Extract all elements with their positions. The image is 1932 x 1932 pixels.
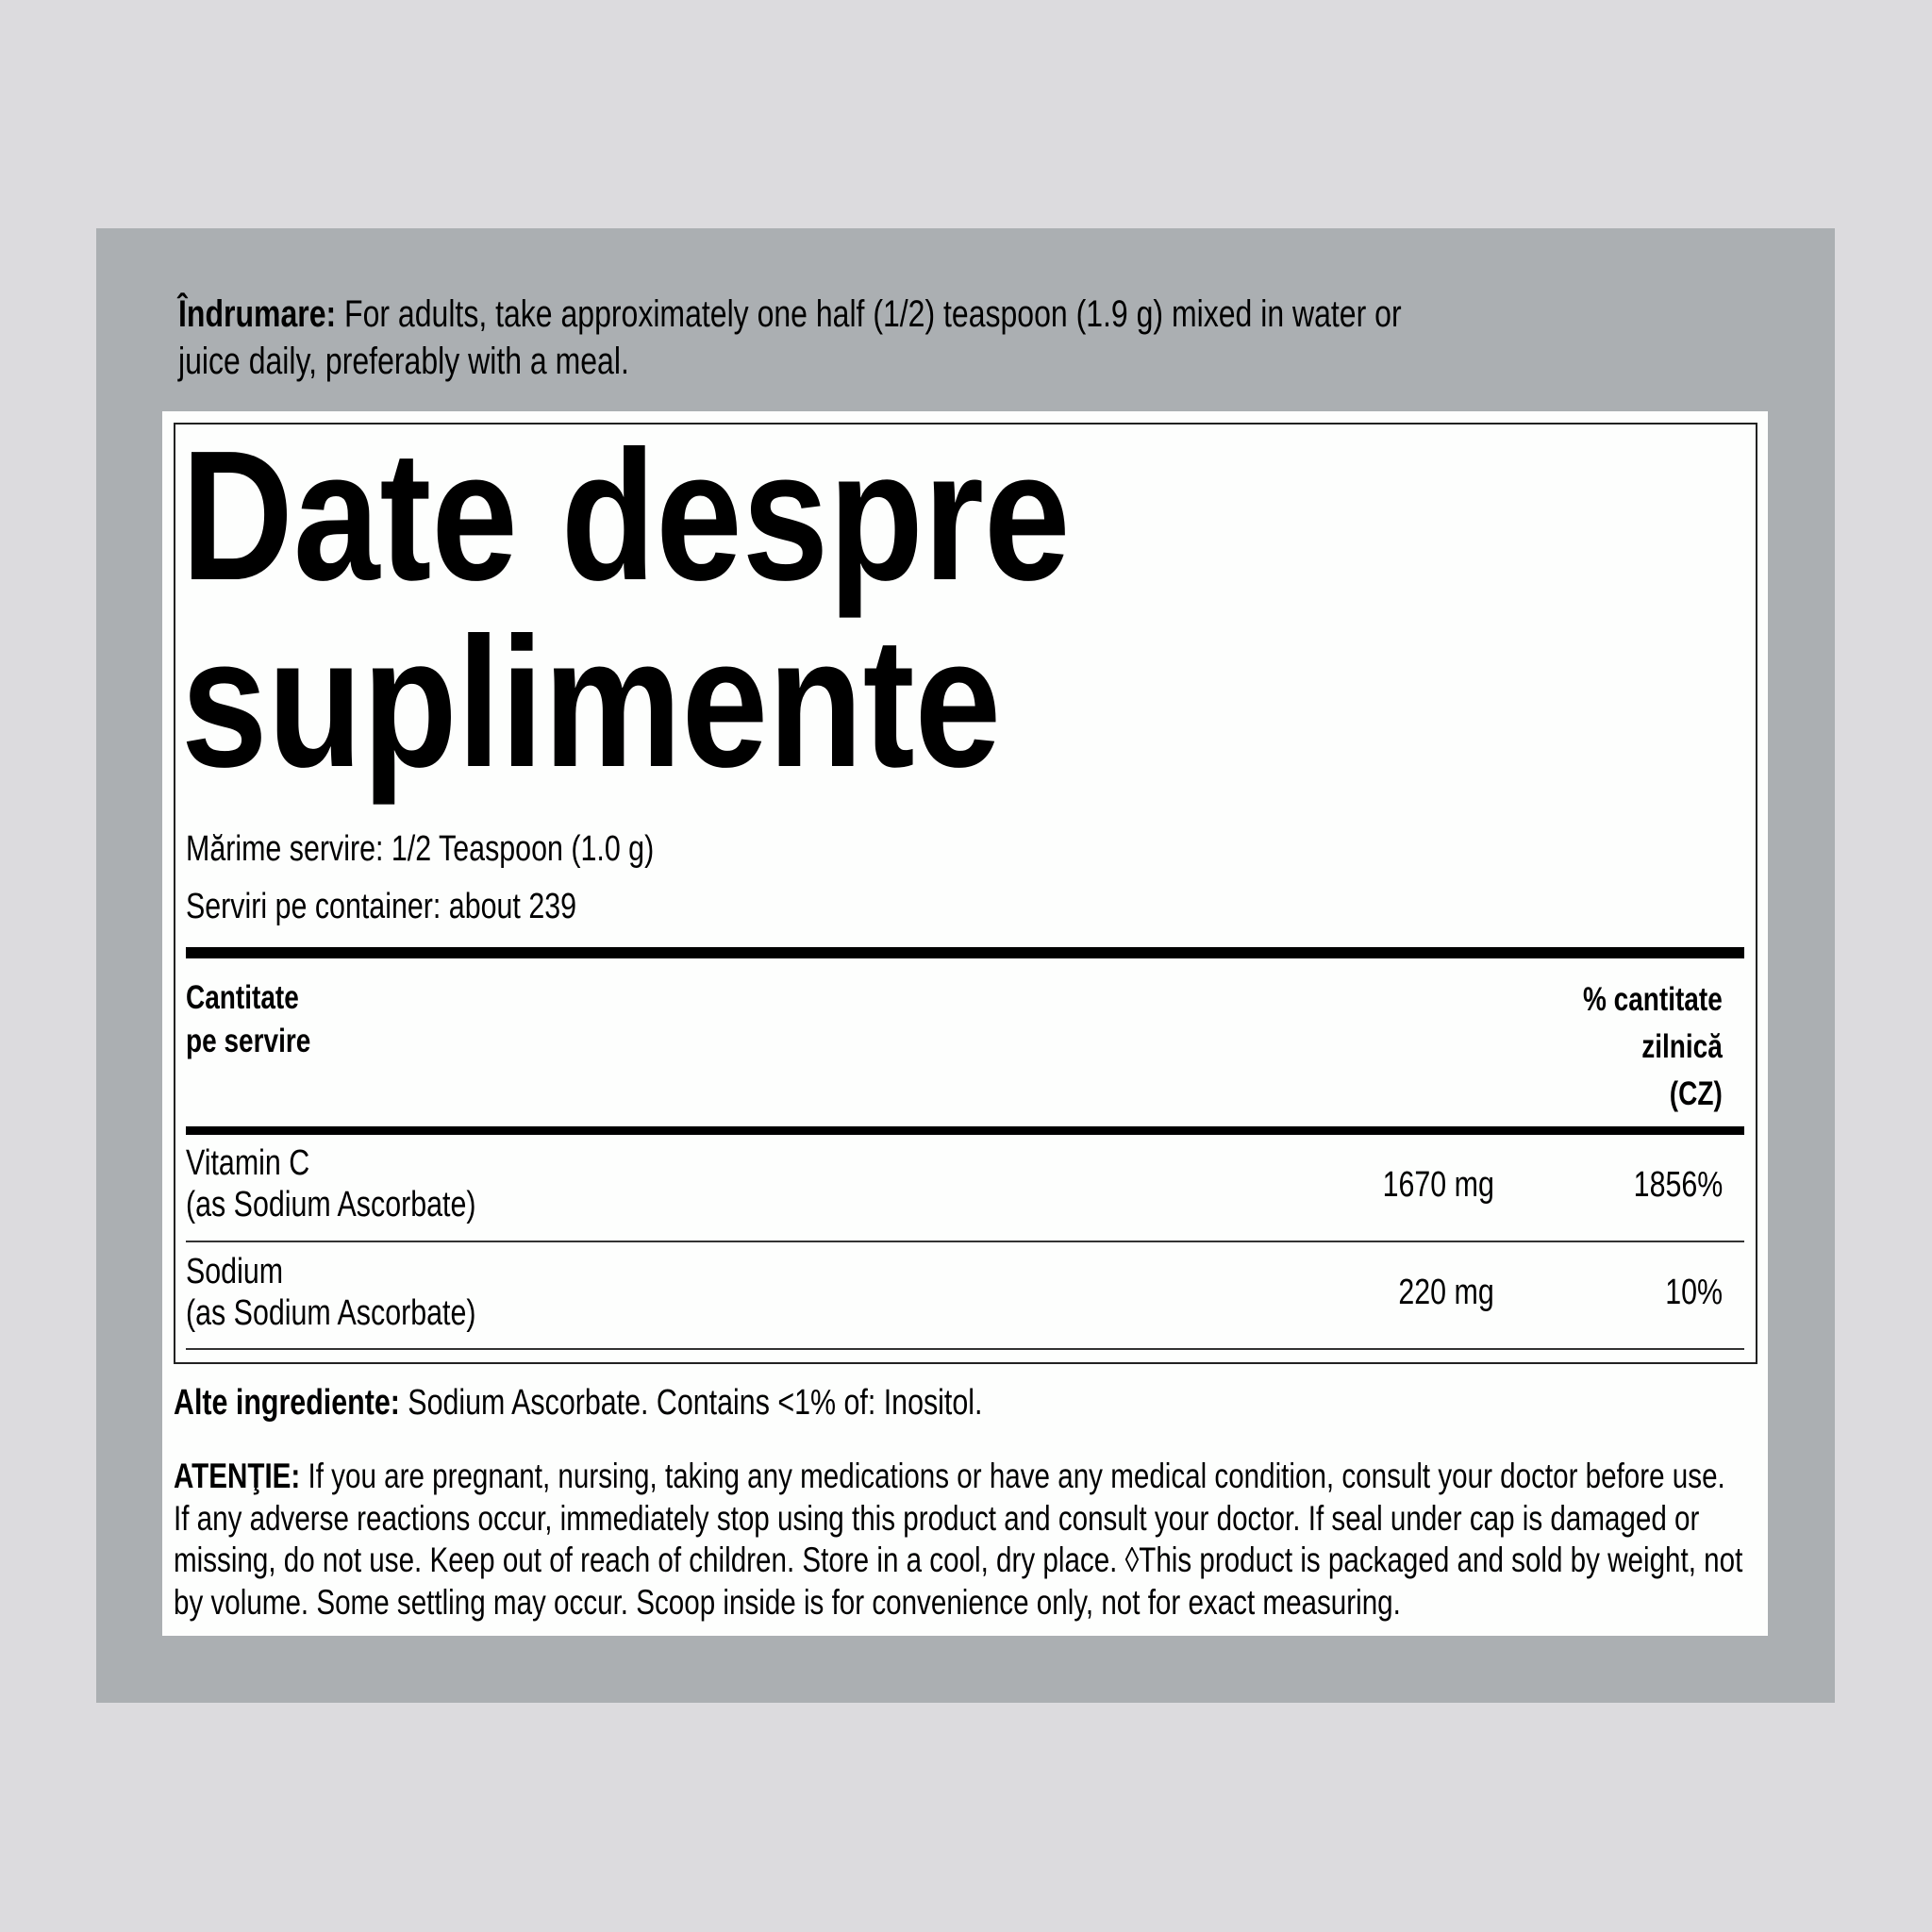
- other-ingredients-label: Alte ingrediente:: [174, 1383, 400, 1423]
- directions: Îndrumare: For adults, take approximatel…: [178, 291, 1461, 385]
- thick-divider: [186, 947, 1744, 958]
- header-dv-line3: (CZ): [1670, 1075, 1723, 1112]
- thick-divider: [186, 1126, 1744, 1135]
- facts-title: Date despre suplimente: [181, 423, 1071, 796]
- warning-text: If you are pregnant, nursing, taking any…: [174, 1457, 1743, 1622]
- nutrient-source: (as Sodium Ascorbate): [186, 1185, 476, 1224]
- header-amount-line2: pe servire: [186, 1023, 311, 1059]
- other-ingredients: Alte ingrediente: Sodium Ascorbate. Cont…: [174, 1382, 982, 1424]
- title-line-1: Date despre: [181, 412, 1071, 619]
- warning-label: ATENŢIE:: [174, 1457, 301, 1495]
- row-name: Vitamin C (as Sodium Ascorbate): [186, 1142, 476, 1225]
- row-name: Sodium (as Sodium Ascorbate): [186, 1251, 476, 1334]
- other-ingredients-text: Sodium Ascorbate. Contains <1% of: Inosi…: [399, 1383, 983, 1423]
- row-divider: [186, 1241, 1744, 1242]
- nutrient-amount: 1670 mg: [1382, 1165, 1494, 1205]
- directions-text: For adults, take approximately one half …: [178, 293, 1402, 382]
- supplement-facts-box: [174, 423, 1757, 1364]
- title-line-2: suplimente: [181, 599, 1002, 806]
- nutrient-amount: 220 mg: [1398, 1273, 1494, 1312]
- header-daily-value: % cantitate zilnică (CZ): [1583, 976, 1723, 1118]
- nutrient-daily-value: 10%: [1665, 1273, 1723, 1312]
- directions-label: Îndrumare:: [178, 293, 337, 335]
- row-divider: [186, 1348, 1744, 1350]
- nutrient-name: Vitamin C: [186, 1143, 310, 1183]
- warning: ATENŢIE: If you are pregnant, nursing, t…: [174, 1456, 1747, 1624]
- nutrient-source: (as Sodium Ascorbate): [186, 1293, 476, 1333]
- header-dv-line2: zilnică: [1641, 1028, 1723, 1065]
- nutrient-daily-value: 1856%: [1633, 1165, 1723, 1205]
- header-amount: Cantitate pe servire: [186, 976, 310, 1063]
- facts-panel: [162, 411, 1768, 1636]
- serving-size: Mărime servire: 1/2 Teaspoon (1.0 g): [186, 829, 655, 869]
- header-dv-line1: % cantitate: [1583, 981, 1723, 1018]
- nutrient-name: Sodium: [186, 1252, 284, 1291]
- servings-per-container: Serviri pe container: about 239: [186, 887, 577, 926]
- header-amount-line1: Cantitate: [186, 979, 299, 1016]
